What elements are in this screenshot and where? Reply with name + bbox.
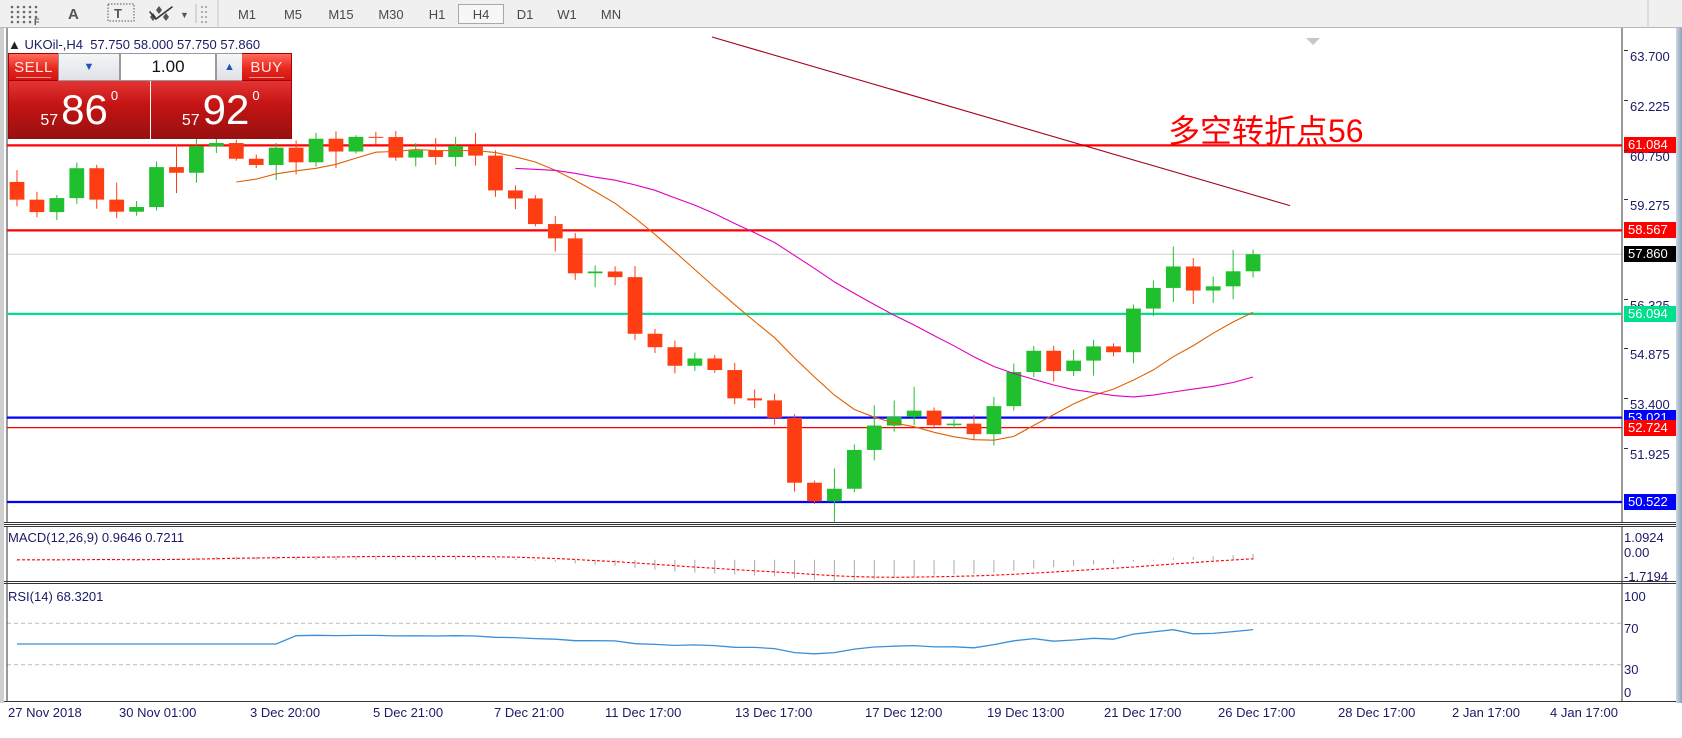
svg-text:A: A xyxy=(68,6,79,23)
svg-text:T: T xyxy=(114,6,122,21)
svg-text:F: F xyxy=(34,17,40,27)
svg-text:▼: ▼ xyxy=(180,10,189,20)
